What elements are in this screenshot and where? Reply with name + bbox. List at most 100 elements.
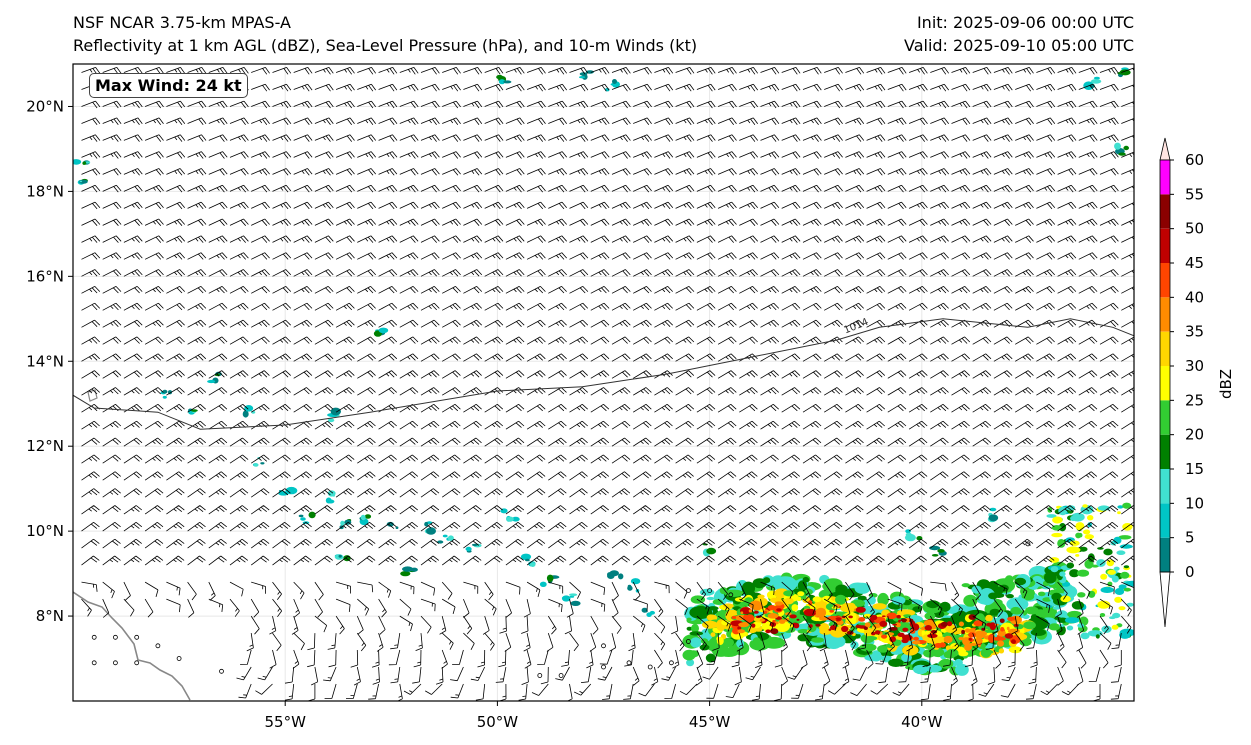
wind-barb [1036,370,1055,379]
echo-cell [770,628,779,635]
wind-barb [675,134,695,142]
wind-barb [943,683,952,701]
wind-barb [166,134,186,142]
echo-cell [723,603,734,609]
echo-cell [529,562,536,567]
echo-cell [989,507,997,512]
wind-barb [102,387,122,396]
wind-barb [569,67,589,75]
wind-barb [993,151,1013,159]
wind-barb [548,134,568,142]
wind-barb [633,353,652,362]
wind-barb [420,319,440,328]
wind-barb [505,521,525,532]
wind-barb [866,151,886,159]
wind-barb [696,666,703,686]
wind-barb [802,437,822,447]
wind-barb [802,319,822,328]
wind-barb [611,437,631,447]
wind-barb [609,633,617,652]
wind-barb [739,117,759,126]
wind-barb [102,117,122,126]
wind-barb [484,488,503,498]
wind-barb [675,488,694,498]
wind-barb [654,269,674,277]
wind-barb [951,235,971,243]
wind-barb [531,683,549,696]
echo-cell [943,635,953,644]
wind-barb [548,302,567,311]
wind-barb [717,370,737,379]
wind-barb [884,616,892,635]
echo-cell [808,624,813,628]
wind-barb [399,505,418,515]
wind-barb [993,437,1013,447]
wind-barb [272,471,291,481]
wind-barb [484,420,504,430]
map-frame [72,63,1135,702]
echo-cell [736,639,744,648]
wind-barb [611,370,631,379]
wind-barb [908,370,928,379]
wind-barb [314,521,334,532]
echo-cell [999,618,1005,624]
wind-barb [412,666,422,684]
wind-barb [654,235,674,243]
wind-barb [1057,632,1065,652]
wind-barb [675,218,695,226]
wind-barb [887,117,907,126]
wind-barb [526,437,546,447]
echo-cell [569,593,578,597]
wind-barb [993,420,1013,430]
wind-barb [102,488,121,498]
wind-barb [81,555,100,566]
wind-barb [505,168,525,176]
echo-cell [840,604,858,613]
wind-barb [611,218,631,226]
wind-barb [569,488,588,498]
wind-barb [293,117,313,126]
echo-cell [1006,594,1014,599]
wind-barb [930,151,950,159]
echo-cell [901,619,907,623]
echo-cell [896,614,901,619]
wind-barb [442,235,461,243]
wind-barb [951,252,971,260]
wind-barb [993,117,1013,126]
echo-cell [1021,592,1035,601]
wind-barb [1078,83,1098,92]
wind-barb [887,252,907,260]
wind-barb [307,633,316,651]
wind-barb [590,269,610,277]
wind-barb [1099,615,1109,635]
wind-barb [991,615,999,635]
echo-cell [1114,142,1121,150]
wind-barb [442,100,461,109]
wind-barb [866,67,886,75]
wind-barb [293,581,305,600]
wind-barb [993,538,1013,549]
wind-barb [696,201,716,210]
wind-barb [250,454,270,464]
wind-barb [314,67,334,75]
wind-barb [951,117,971,126]
wind-barb [569,319,589,328]
wind-barb [102,319,122,328]
wind-barb [590,319,610,328]
wind-barb [505,67,525,75]
wind-barb [951,488,970,498]
wind-barb [505,370,525,379]
wind-barb [81,151,101,159]
echo-cell [1008,646,1022,654]
wind-barb [633,168,652,176]
wind-barb [972,269,992,277]
wind-barb [1015,134,1034,142]
wind-barb [930,403,949,413]
wind-barb [526,336,546,345]
wind-barb [781,269,801,277]
wind-barb [878,666,889,684]
wind-barb [357,598,370,616]
wind-barb [569,235,589,243]
wind-barb [717,336,737,345]
wind-barb [569,83,589,92]
